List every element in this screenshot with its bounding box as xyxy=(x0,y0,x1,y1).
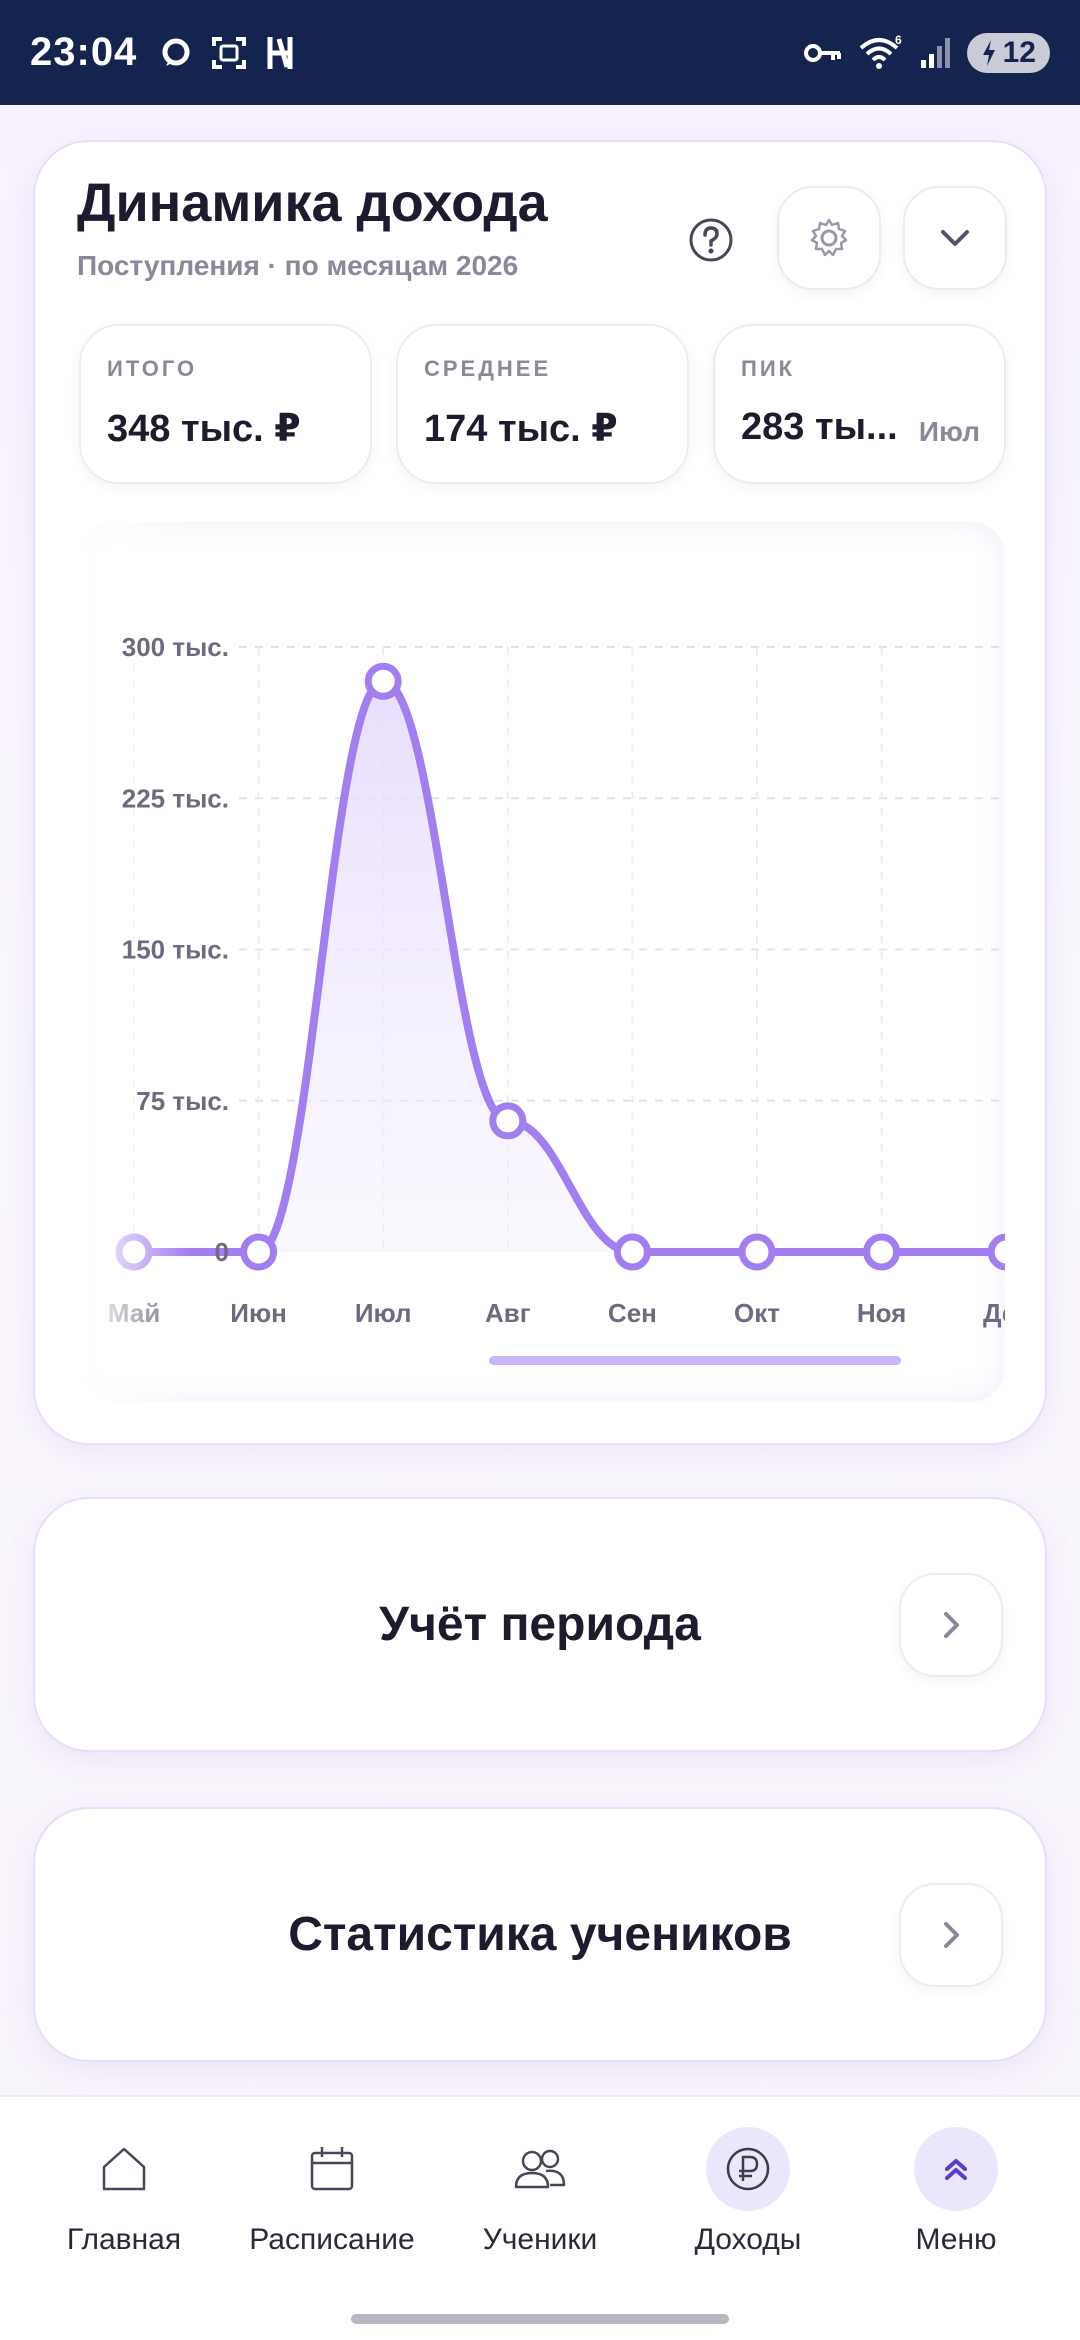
battery-indicator: 12 xyxy=(966,32,1050,73)
chart-data-point[interactable] xyxy=(613,1233,651,1271)
chart-x-tick-label: Ноя xyxy=(857,1298,907,1328)
stat-total-label: ИТОГО xyxy=(107,356,198,381)
students-stats-card[interactable]: Статистика учеников xyxy=(33,1807,1047,2062)
tab-schedule[interactable]: Расписание xyxy=(232,2127,432,2287)
chart-x-tick-label: Авг xyxy=(485,1298,531,1328)
tab-menu-label: Меню xyxy=(915,2223,997,2256)
charging-bolt-icon xyxy=(982,39,995,66)
chevron-right-icon xyxy=(944,1612,959,1638)
chart-scrollbar[interactable] xyxy=(489,1356,901,1365)
chart-y-tick-label: 0 xyxy=(215,1237,229,1267)
status-time: 23:04 xyxy=(30,30,138,74)
settings-button[interactable] xyxy=(777,186,881,290)
chevron-right-icon xyxy=(944,1922,959,1948)
signal-icon xyxy=(920,37,950,68)
students-stats-open-button[interactable] xyxy=(899,1883,1003,1987)
chart-x-tick-label: Сен xyxy=(608,1298,657,1328)
income-dynamics-card: Динамика дохода Поступления · по месяцам… xyxy=(33,140,1047,1445)
chart-x-tick-label: Дек xyxy=(983,1298,1005,1328)
income-title: Динамика дохода xyxy=(77,173,548,233)
status-system-icons: 6 12 xyxy=(803,32,1050,73)
key-icon xyxy=(803,43,841,62)
chart-data-point[interactable] xyxy=(738,1233,776,1271)
chat-bubble-icon xyxy=(162,38,190,66)
screenshot-icon xyxy=(212,36,247,69)
stat-peak-month: Июл xyxy=(918,416,980,447)
chart-x-tick-label: Окт xyxy=(734,1298,780,1328)
chart-area-fill xyxy=(134,681,1005,1252)
stat-peak-label: ПИК xyxy=(741,356,796,381)
chart-y-tick-label: 225 тыс. xyxy=(122,783,229,813)
period-accounting-label: Учёт периода xyxy=(379,1598,701,1651)
ruble-icon xyxy=(726,2147,770,2191)
tab-home[interactable]: Главная xyxy=(24,2127,224,2287)
status-notification-icons xyxy=(159,35,295,71)
stat-peak-value: 283 ты... xyxy=(741,406,898,448)
income-chart[interactable]: МайИюнИюлАвгСенОктНояДек 075 тыс.150 тыс… xyxy=(79,522,1005,1402)
chart-data-point[interactable] xyxy=(364,662,402,700)
period-accounting-card[interactable]: Учёт периода xyxy=(33,1497,1047,1752)
period-open-button[interactable] xyxy=(899,1573,1003,1677)
h-logo-icon xyxy=(267,36,293,69)
tab-students[interactable]: Ученики xyxy=(440,2127,640,2287)
tab-income[interactable]: Доходы xyxy=(648,2127,848,2287)
stat-total: ИТОГО 348 тыс. ₽ xyxy=(79,324,372,484)
income-subtitle: Поступления · по месяцам 2026 xyxy=(77,250,519,281)
wifi-badge: 6 xyxy=(895,34,902,47)
tab-menu[interactable]: Меню xyxy=(856,2127,1056,2287)
income-line-chart: МайИюнИюлАвгСенОктНояДек 075 тыс.150 тыс… xyxy=(79,522,1005,1402)
chevron-down-icon xyxy=(941,230,969,246)
home-icon xyxy=(102,2147,146,2191)
chart-y-tick-label: 75 тыс. xyxy=(136,1086,229,1116)
status-bar: 23:04 6 xyxy=(0,0,1080,105)
home-indicator xyxy=(351,2314,729,2324)
students-stats-label: Статистика учеников xyxy=(288,1908,792,1961)
wifi-icon: 6 xyxy=(859,34,902,69)
stat-average: СРЕДНЕЕ 174 тыс. ₽ xyxy=(396,324,689,484)
chart-data-point[interactable] xyxy=(987,1233,1005,1271)
stat-total-value: 348 тыс. ₽ xyxy=(107,408,301,450)
chart-left-fade xyxy=(79,522,189,1402)
stat-average-value: 174 тыс. ₽ xyxy=(424,408,618,450)
collapse-button[interactable] xyxy=(903,186,1007,290)
chart-x-tick-label: Июн xyxy=(230,1298,287,1328)
chart-x-tick-label: Июл xyxy=(355,1298,412,1328)
bottom-navigation: Главная Расписание Ученики xyxy=(0,2095,1080,2340)
chart-y-tick-label: 150 тыс. xyxy=(122,935,229,965)
chart-y-tick-label: 300 тыс. xyxy=(122,632,229,662)
tab-students-label: Ученики xyxy=(482,2223,598,2256)
chart-data-point[interactable] xyxy=(489,1102,527,1140)
calendar-icon xyxy=(310,2147,354,2191)
stat-peak: ПИК 283 ты... Июл xyxy=(713,324,1006,484)
tab-schedule-label: Расписание xyxy=(249,2223,415,2256)
gear-icon xyxy=(810,218,848,257)
chart-data-point[interactable] xyxy=(240,1233,278,1271)
question-circle-icon xyxy=(689,218,733,262)
stat-average-label: СРЕДНЕЕ xyxy=(424,356,552,381)
chart-data-point[interactable] xyxy=(863,1233,901,1271)
battery-level: 12 xyxy=(1002,35,1036,69)
tab-home-label: Главная xyxy=(66,2223,182,2256)
help-button[interactable] xyxy=(683,212,739,268)
chart-series-line xyxy=(130,677,1005,1256)
double-chevron-up-icon xyxy=(945,2159,967,2180)
tab-income-label: Доходы xyxy=(694,2223,802,2256)
users-icon xyxy=(514,2149,566,2189)
